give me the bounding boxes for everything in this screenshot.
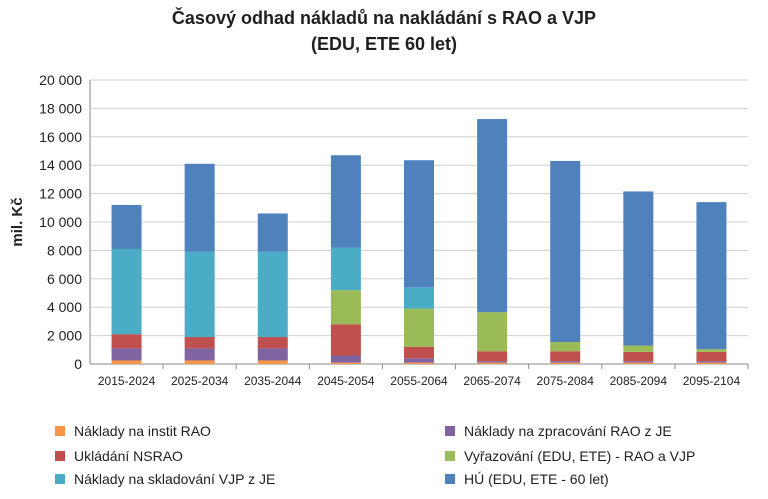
bar-segment [404, 362, 434, 364]
bar-segment [257, 348, 288, 361]
bar-segment [623, 345, 654, 352]
chart-title: Časový odhad nákladů na nakládání s RAO … [171, 8, 597, 28]
bar-segment [111, 360, 142, 364]
bar-segment [623, 361, 654, 363]
legend-swatch [55, 451, 65, 461]
bar-segment [330, 355, 361, 363]
bar-segment [623, 362, 654, 364]
bar-segment [696, 361, 727, 363]
bar-segment [404, 160, 434, 288]
bar-segment [623, 191, 654, 346]
bar-segment [330, 324, 361, 356]
y-tick-label: 8 000 [47, 242, 82, 258]
bar-segment [111, 248, 142, 335]
bar-segment [184, 360, 215, 364]
legend-item: Ukládání NSRAO [55, 448, 183, 464]
y-tick-label: 20 000 [39, 72, 82, 88]
legend-item: Náklady na instit RAO [55, 423, 211, 439]
chart-legend: Náklady na instit RAO Náklady na zpracová… [0, 415, 768, 499]
bar-segment [477, 119, 508, 313]
x-tick-label: 2085-2094 [610, 374, 668, 388]
bar-segment [404, 346, 434, 359]
legend-swatch [445, 426, 455, 436]
x-tick-label: 2055-2064 [390, 374, 448, 388]
y-tick-label: 12 000 [39, 186, 82, 202]
bar-segment [550, 362, 581, 364]
y-tick-label: 2 000 [47, 328, 82, 344]
bar-segment [330, 155, 361, 248]
bar-segment [477, 362, 508, 364]
legend-swatch [55, 426, 65, 436]
bar-segment [477, 351, 508, 362]
bar-segment [257, 213, 288, 252]
y-tick-label: 16 000 [39, 129, 82, 145]
y-tick-label: 4 000 [47, 299, 82, 315]
legend-swatch [445, 474, 455, 484]
bar-segment [257, 251, 288, 338]
bar-segment [550, 341, 581, 352]
y-tick-label: 18 000 [39, 100, 82, 116]
bar-segment [696, 202, 727, 350]
bar-segment [330, 362, 361, 364]
legend-item: Náklady na skladování VJP z JE [55, 471, 275, 487]
bar-segment [330, 290, 361, 325]
bar-segment [477, 312, 508, 352]
bar-segment [111, 348, 142, 361]
y-tick-label: 0 [74, 356, 82, 372]
legend-label: Náklady na zpracování RAO z JE [464, 423, 672, 439]
bar-segment [550, 361, 581, 363]
legend-label: Náklady na instit RAO [74, 423, 211, 439]
x-tick-label: 2025-2034 [171, 374, 229, 388]
legend-item: Náklady na zpracování RAO z JE [445, 423, 672, 439]
bar-segment [404, 308, 434, 347]
x-tick-label: 2075-2084 [537, 374, 595, 388]
x-tick-label: 2035-2044 [244, 374, 302, 388]
stacked-bar-chart: 0 2 000 4 000 6 000 8 000 10 000 12 000 14 000 1… [9, 72, 749, 388]
x-tick-label: 2065-2074 [463, 374, 521, 388]
x-tick-label: 2045-2054 [317, 374, 375, 388]
bar-segment [696, 362, 727, 364]
y-tick-label: 10 000 [39, 214, 82, 230]
x-tick-label: 2015-2024 [98, 374, 156, 388]
bar-segment [184, 348, 215, 361]
legend-swatch [55, 474, 65, 484]
bar-segment [111, 204, 142, 249]
chart-subtitle: (EDU, ETE 60 let) [310, 34, 458, 54]
bar-segment [477, 361, 508, 363]
bar-segment [404, 287, 434, 309]
y-tick-label: 6 000 [47, 271, 82, 287]
bar-segment [257, 360, 288, 364]
bar-segment [330, 247, 361, 291]
x-tick-label: 2095-2104 [683, 374, 741, 388]
legend-swatch [445, 451, 455, 461]
bar-segment [550, 160, 581, 342]
legend-item: HÚ (EDU, ETE - 60 let) [445, 471, 609, 487]
legend-label: HÚ (EDU, ETE - 60 let) [464, 471, 609, 487]
bar-segment [404, 358, 434, 363]
legend-label: Ukládání NSRAO [74, 448, 183, 464]
y-axis-label: mil. Kč [9, 197, 26, 246]
legend-item: Vyřazování (EDU, ETE) - RAO a VJP [445, 448, 695, 464]
bar-segment [696, 349, 727, 352]
bar-segment [184, 251, 215, 338]
bar-segment [184, 163, 215, 252]
y-tick-label: 14 000 [39, 157, 82, 173]
bar-segment [696, 351, 727, 362]
bar-segment [257, 337, 288, 349]
bar-segment [111, 334, 142, 349]
bar-segment [623, 351, 654, 362]
bar-segment [184, 337, 215, 349]
legend-label: Vyřazování (EDU, ETE) - RAO a VJP [464, 448, 696, 464]
bar-segment [550, 351, 581, 362]
legend-label: Náklady na skladování VJP z JE [74, 471, 276, 487]
